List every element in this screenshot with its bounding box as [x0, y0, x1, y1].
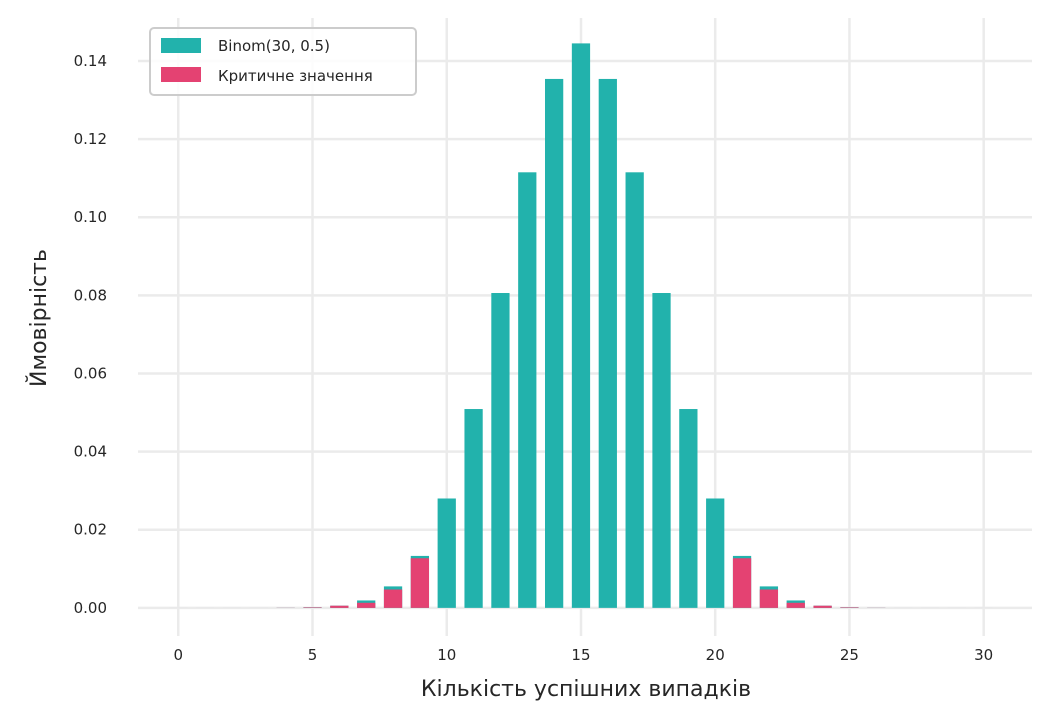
legend-label-binom: Binom(30, 0.5)	[218, 37, 330, 55]
x-tick-label: 30	[974, 646, 993, 664]
x-tick-label: 0	[173, 646, 183, 664]
y-tick-label: 0.14	[74, 52, 107, 70]
legend-label-critical: Критичне значення	[218, 67, 373, 85]
y-axis-label: Ймовірність	[26, 249, 52, 387]
bar-binom	[679, 409, 697, 608]
x-axis-label: Кількість успішних випадків	[421, 677, 751, 702]
bar-binom	[438, 498, 456, 607]
bar-binom	[599, 79, 617, 608]
bar-critical	[357, 603, 375, 608]
y-tick-label: 0.06	[74, 364, 107, 382]
bar-binom	[572, 43, 590, 607]
x-tick-label: 20	[706, 646, 725, 664]
bar-binom	[491, 293, 509, 608]
legend: Binom(30, 0.5) Критичне значення	[150, 28, 416, 95]
x-tick-label: 15	[571, 646, 590, 664]
bar-critical	[411, 558, 429, 608]
bar-critical	[760, 590, 778, 608]
x-tick-label: 10	[437, 646, 456, 664]
bar-binom	[706, 498, 724, 607]
bar-binom	[626, 172, 644, 608]
y-tick-label: 0.00	[74, 599, 107, 617]
x-tick-label: 25	[840, 646, 859, 664]
y-tick-label: 0.10	[74, 208, 107, 226]
y-tick-label: 0.08	[74, 286, 107, 304]
bar-binom	[545, 79, 563, 608]
y-tick-label: 0.12	[74, 130, 107, 148]
legend-swatch-binom	[161, 38, 201, 53]
bar-critical	[813, 606, 831, 608]
bar-critical	[330, 606, 348, 608]
bar-critical	[787, 603, 805, 608]
bar-critical	[733, 558, 751, 608]
bar-binom	[464, 409, 482, 608]
bar-critical	[303, 607, 321, 608]
bar-binom	[652, 293, 670, 608]
x-tick-label: 5	[308, 646, 318, 664]
bars	[169, 43, 993, 607]
bar-binom	[518, 172, 536, 608]
y-tick-label: 0.02	[74, 521, 107, 539]
legend-swatch-critical	[161, 67, 201, 82]
bar-critical	[384, 590, 402, 608]
y-tick-label: 0.04	[74, 443, 107, 461]
bar-critical	[840, 607, 858, 608]
